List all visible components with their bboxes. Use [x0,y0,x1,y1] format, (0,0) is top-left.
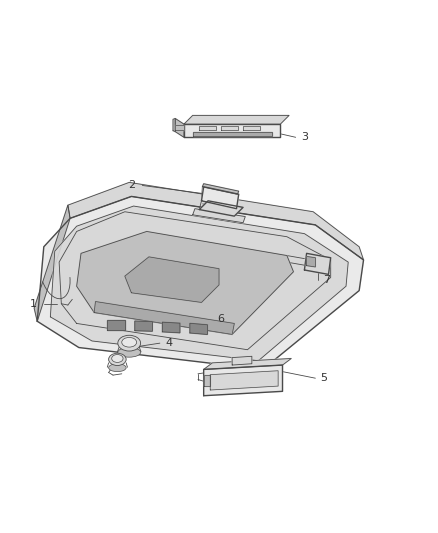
Polygon shape [202,184,239,194]
Ellipse shape [122,337,137,347]
Polygon shape [107,320,125,329]
Polygon shape [201,187,239,209]
Text: 6: 6 [218,314,225,324]
Polygon shape [162,322,180,333]
Ellipse shape [118,335,141,351]
Ellipse shape [118,348,141,357]
Polygon shape [94,302,234,334]
Ellipse shape [112,354,123,362]
Polygon shape [199,201,243,216]
Polygon shape [199,126,216,130]
Text: 4: 4 [165,338,172,348]
Text: 5: 5 [321,373,328,383]
Polygon shape [175,118,184,138]
Text: 7: 7 [323,274,330,285]
Polygon shape [50,206,348,361]
Text: 2: 2 [128,181,135,190]
Polygon shape [243,126,260,130]
Text: 3: 3 [301,132,308,142]
Polygon shape [37,197,364,369]
Polygon shape [204,359,291,369]
Polygon shape [68,182,364,260]
Polygon shape [307,256,315,267]
Polygon shape [204,365,283,395]
Polygon shape [173,118,175,132]
Polygon shape [193,209,245,223]
Polygon shape [204,375,210,386]
Polygon shape [125,257,219,302]
Polygon shape [175,125,184,130]
Polygon shape [221,126,238,130]
Ellipse shape [109,364,126,372]
Polygon shape [184,115,289,124]
Polygon shape [34,205,70,321]
Polygon shape [77,231,293,334]
Polygon shape [193,132,272,136]
Polygon shape [190,324,208,334]
Polygon shape [184,124,280,138]
Polygon shape [304,253,331,274]
Ellipse shape [109,353,126,366]
Polygon shape [59,212,331,350]
Polygon shape [232,356,252,365]
Text: 1: 1 [29,298,36,309]
Polygon shape [210,371,278,390]
Polygon shape [135,321,152,331]
